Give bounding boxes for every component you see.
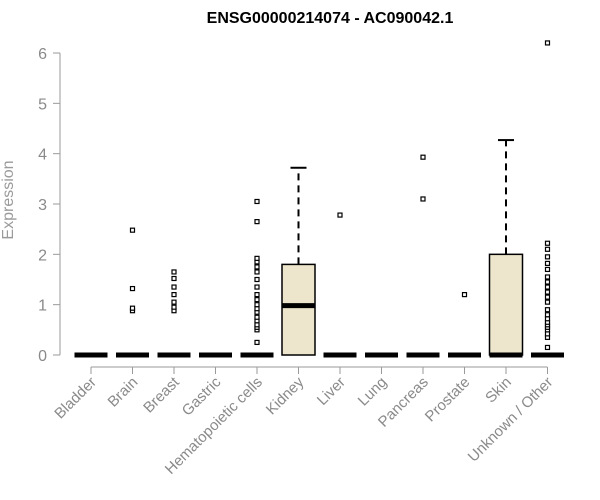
x-tick-label: Skin [482, 374, 515, 407]
y-tick-label: 1 [38, 298, 47, 315]
box-breast [157, 269, 191, 358]
outlier-point [544, 254, 551, 260]
outlier-point [254, 292, 260, 298]
y-tick-label: 4 [38, 147, 47, 164]
box-prostate [448, 292, 481, 358]
outlier-point [544, 240, 551, 246]
box-kidney [281, 166, 316, 356]
outlier-point [129, 227, 136, 233]
outlier-point [544, 307, 551, 313]
y-tick-label: 5 [38, 96, 47, 113]
outlier-point [254, 269, 260, 275]
outlier-point [171, 299, 177, 305]
box-brain [116, 227, 149, 358]
outlier-point [544, 40, 551, 46]
outlier-point [129, 305, 136, 311]
outlier-point [254, 314, 260, 320]
box-unknown-other [531, 40, 564, 358]
y-tick-label: 2 [38, 247, 47, 264]
outlier-point [254, 322, 260, 328]
outlier-point [544, 294, 551, 300]
outlier-point [544, 289, 551, 295]
outlier-point [254, 297, 260, 303]
outlier-point [171, 304, 177, 310]
y-tick-label: 3 [38, 197, 47, 214]
outlier-point [171, 292, 177, 298]
outlier-point [129, 285, 136, 292]
y-axis: 0 1 2 3 4 5 6 [38, 46, 61, 365]
outlier-point [544, 316, 551, 322]
y-tick-label: 0 [38, 348, 47, 365]
outlier-point [544, 284, 551, 290]
outlier-point [171, 284, 177, 290]
box-iqr [281, 263, 316, 356]
outlier-point [254, 284, 260, 290]
outlier-point [254, 339, 260, 346]
chart-title: ENSG00000214074 - AC090042.1 [207, 10, 454, 27]
outlier-point [420, 154, 426, 160]
x-tick-label: Prostate [422, 374, 474, 426]
outlier-point [171, 275, 177, 282]
outlier-point [544, 274, 551, 280]
outlier-point [544, 266, 551, 273]
outlier-point [254, 219, 260, 225]
outlier-point [420, 196, 426, 202]
outlier-point [254, 198, 260, 205]
box-pancreas [406, 154, 440, 358]
outlier-point [254, 264, 260, 270]
outlier-point [254, 255, 260, 261]
outlier-point [254, 302, 260, 308]
outlier-point [337, 212, 343, 218]
outlier-point [171, 269, 177, 275]
x-tick-label: Bladder [51, 374, 100, 423]
box-hematopoietic-cells [240, 198, 274, 358]
outlier-point [544, 299, 551, 305]
y-axis-label: Expression [0, 160, 17, 239]
x-tick-label: Lung [355, 374, 391, 410]
x-tick-label: Brain [105, 374, 142, 411]
x-tick-label: Kidney [263, 373, 308, 418]
box-skin [488, 139, 524, 358]
outlier-point [254, 276, 260, 283]
x-tick-label: Liver [314, 374, 349, 409]
box-iqr [488, 253, 524, 356]
y-tick-label: 6 [38, 46, 47, 63]
outlier-point [461, 292, 468, 298]
box-liver [323, 212, 357, 358]
outlier-point [254, 306, 260, 312]
boxes-group [74, 40, 564, 358]
outlier-point [544, 260, 551, 266]
outlier-point [544, 344, 551, 351]
outlier-point [544, 279, 551, 285]
outlier-point [544, 312, 551, 318]
x-tick-label: Breast [140, 373, 183, 416]
outlier-point [544, 246, 551, 252]
outlier-point [544, 331, 551, 337]
